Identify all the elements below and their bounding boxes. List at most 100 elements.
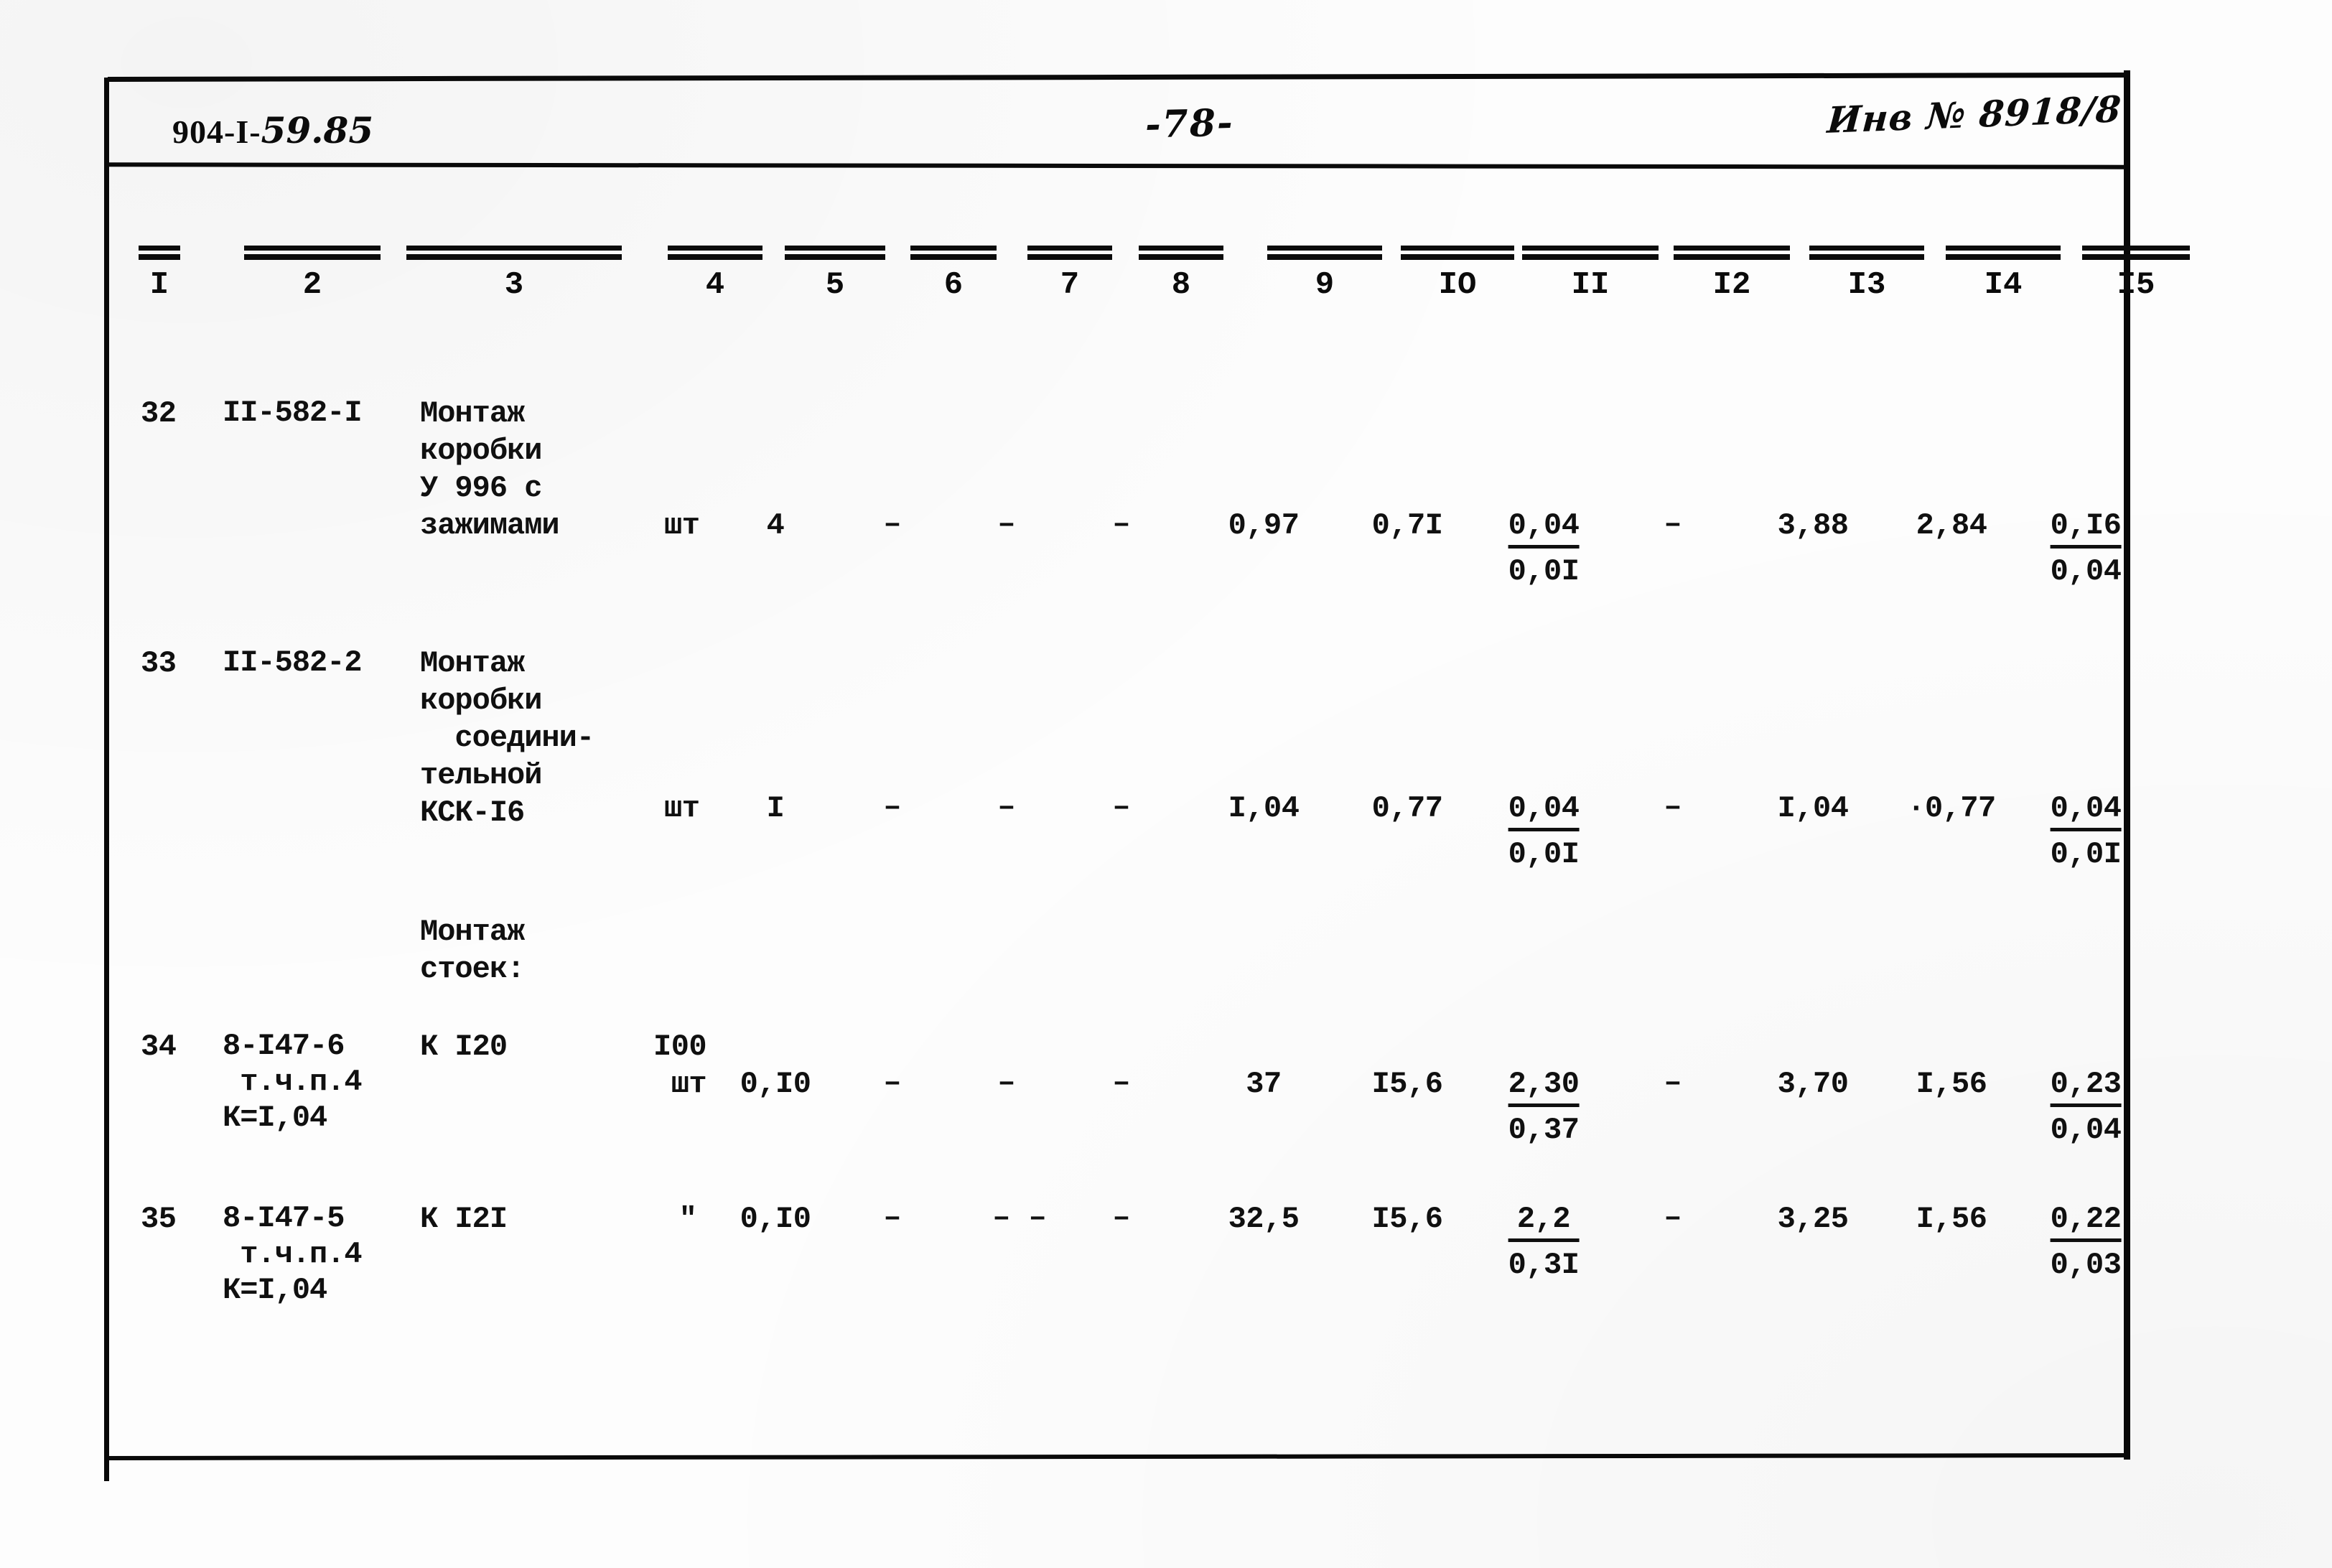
value-col-5: 0,I0	[740, 1202, 811, 1236]
document-code: 904-I-59.85	[172, 109, 373, 151]
value-col-11: 0,04 0,0I	[1508, 507, 1580, 590]
value-col-15: 0,04 0,0I	[2050, 790, 2122, 873]
value-col-7: –	[997, 507, 1016, 541]
value-col-9: I,04	[1228, 791, 1300, 826]
value-col-7: –	[997, 1065, 1016, 1100]
column-header-4: 4	[705, 267, 725, 303]
value-col-15: 0,23 0,04	[2050, 1065, 2122, 1149]
value-col-13: I,04	[1777, 791, 1849, 826]
column-rule-13	[1809, 246, 1924, 260]
norm-reference: 8-I47-6 т.ч.п.4 К=I,04	[223, 1029, 363, 1135]
page-number: -78-	[1144, 101, 1235, 147]
row-number: 35	[141, 1202, 177, 1236]
column-header-9: 9	[1315, 267, 1335, 303]
value-col-8: –	[1112, 1065, 1131, 1100]
norm-reference: 8-I47-5 т.ч.п.4 К=I,04	[223, 1201, 363, 1307]
column-rule-4	[668, 246, 762, 260]
column-header-11: II	[1571, 267, 1610, 303]
norm-reference: II-582-2	[223, 645, 363, 680]
value-col-8: –	[1112, 1200, 1131, 1235]
value-col-11-numerator: 2,2	[1508, 1200, 1580, 1242]
value-col-8: –	[1112, 790, 1131, 824]
column-rule-15	[2082, 246, 2190, 260]
value-col-11-denominator: 0,3I	[1508, 1248, 1580, 1282]
column-header-8: 8	[1171, 267, 1191, 303]
column-rule-10	[1401, 246, 1514, 260]
column-header-14: I4	[1984, 267, 2023, 303]
value-col-15-denominator: 0,04	[2050, 554, 2122, 589]
value-col-10: 0,77	[1371, 791, 1443, 826]
value-col-11-numerator: 0,04	[1508, 790, 1580, 831]
column-rule-8	[1139, 246, 1223, 260]
norm-reference: II-582-I	[223, 396, 363, 430]
row-number: 33	[141, 646, 177, 681]
column-header-2: 2	[302, 267, 322, 303]
value-col-8: –	[1112, 507, 1131, 541]
page-border-bottom	[108, 1453, 2125, 1460]
value-col-12: –	[1664, 1065, 1682, 1100]
value-col-15: 0,22 0,03	[2050, 1200, 2122, 1284]
column-rule-3	[406, 246, 622, 260]
column-rule-2	[244, 246, 381, 260]
value-col-11: 2,2 0,3I	[1508, 1200, 1580, 1284]
value-col-5: I	[766, 791, 785, 826]
value-col-11: 0,04 0,0I	[1508, 790, 1580, 873]
header-separator-rule	[107, 162, 2126, 169]
value-col-10: I5,6	[1371, 1067, 1443, 1101]
value-col-12: –	[1664, 1200, 1682, 1235]
column-rule-1	[139, 246, 180, 260]
unit-of-measure: шт	[664, 508, 700, 543]
document-code-handwritten: 59.85	[261, 109, 374, 151]
unit-of-measure: шт	[664, 791, 700, 826]
page-border-right	[2124, 70, 2130, 1460]
column-header-10: IO	[1438, 267, 1477, 303]
value-col-13: 3,25	[1777, 1202, 1849, 1236]
value-col-10: 0,7I	[1371, 508, 1443, 543]
column-rule-9	[1267, 246, 1382, 260]
value-col-13: 3,88	[1777, 508, 1849, 543]
group-heading: Монтаж стоек:	[420, 915, 525, 986]
value-col-9: 37	[1246, 1067, 1282, 1101]
column-rule-7	[1027, 246, 1112, 260]
column-rule-12	[1674, 246, 1790, 260]
row-number: 32	[141, 396, 177, 431]
document-code-printed: 904-I-	[172, 113, 261, 150]
value-col-11-numerator: 0,04	[1508, 507, 1580, 549]
value-col-12: –	[1664, 507, 1682, 541]
value-col-14: 2,84	[1916, 508, 1987, 543]
column-header-1: I	[149, 267, 169, 303]
value-col-9: 0,97	[1228, 508, 1300, 543]
column-header-5: 5	[825, 267, 845, 303]
page-border-left	[104, 78, 109, 1481]
row-number: 34	[141, 1030, 177, 1064]
value-col-11-denominator: 0,0I	[1508, 554, 1580, 589]
value-col-15-numerator: 0,22	[2050, 1200, 2122, 1242]
column-rule-14	[1946, 246, 2061, 260]
value-col-11-denominator: 0,0I	[1508, 837, 1580, 872]
value-col-7: –	[997, 790, 1016, 824]
inventory-stamp: Инв № 8918/8	[1826, 88, 2123, 141]
value-col-5: 0,I0	[740, 1067, 811, 1101]
value-col-6: –	[883, 1200, 902, 1235]
column-header-7: 7	[1060, 267, 1080, 303]
unit-of-measure: I00 шт	[653, 1030, 707, 1101]
column-header-6: 6	[943, 267, 964, 303]
value-col-9: 32,5	[1228, 1202, 1300, 1236]
work-description: К I2I	[420, 1202, 508, 1236]
column-rule-11	[1522, 246, 1659, 260]
value-col-15-denominator: 0,04	[2050, 1113, 2122, 1147]
value-col-15-denominator: 0,03	[2050, 1248, 2122, 1282]
value-col-13: 3,70	[1777, 1067, 1849, 1101]
page-border-top	[107, 73, 2127, 82]
value-col-14: ·0,77	[1907, 791, 1996, 826]
column-header-15: I5	[2117, 267, 2155, 303]
column-header-13: I3	[1847, 267, 1886, 303]
work-description: Монтаж коробки У 996 с зажимами	[420, 396, 560, 543]
value-col-15: 0,I6 0,04	[2050, 507, 2122, 590]
column-header-3: 3	[504, 267, 524, 303]
value-col-7: – –	[992, 1200, 1047, 1235]
value-col-11-numerator: 2,30	[1508, 1065, 1580, 1107]
value-col-6: –	[883, 790, 902, 824]
